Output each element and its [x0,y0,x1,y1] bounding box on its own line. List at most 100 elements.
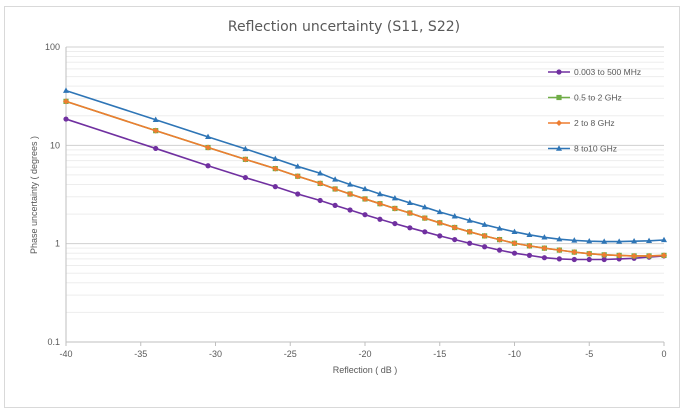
legend-label: 0.003 to 500 MHz [574,67,641,77]
data-point [272,184,278,190]
data-point [391,205,398,212]
data-point [586,237,593,244]
data-point [496,247,503,253]
data-point [205,144,212,151]
data-point [152,127,159,134]
data-point [511,240,518,247]
data-point [511,250,518,256]
x-tick-label: -15 [433,349,446,359]
legend-label: 8 to10 GHz [574,144,617,154]
data-point [482,244,488,250]
data-point [332,185,339,192]
data-point [631,252,638,259]
data-point [541,255,548,261]
data-point [616,238,623,244]
x-tick-label: 0 [661,349,666,359]
data-point [451,213,458,219]
series-line [65,89,665,243]
data-point [63,98,69,105]
data-point [631,237,638,244]
x-tick-label: -30 [209,349,222,359]
data-point [467,240,473,246]
y-axis-label: Phase uncertainty ( degrees ) [29,136,39,254]
data-point [332,176,339,182]
grid [66,46,664,343]
data-point [601,251,608,258]
data-point [242,174,248,181]
data-point [481,221,488,227]
data-point [526,242,533,249]
y-tick-label: 100 [45,42,60,52]
legend-item: 8 to10 GHz [548,144,617,154]
data-point [153,145,159,152]
data-point [571,237,578,243]
legend-marker [556,69,562,75]
data-point [63,87,69,93]
data-point [601,238,608,244]
series-3 [63,98,667,259]
data-point [541,234,548,240]
legend-item: 0.003 to 500 MHz [548,67,641,77]
data-point [661,236,667,243]
data-point [556,256,562,262]
data-point [421,203,428,210]
axes: -40 -35 -30 -25 -20 -15 -10 -5 0 0.1 1 10 100 [45,42,667,359]
legend: 0.003 to 500 MHz 0.5 to 2 GHz 2 to 8 GHz 8 … [548,67,641,154]
data-point [294,163,301,169]
data-point [407,225,413,231]
data-point [646,252,653,259]
x-tick-label: -25 [284,349,297,359]
data-point [205,163,211,169]
data-point [317,197,323,204]
legend-label: 2 to 8 GHz [574,118,615,128]
data-point [347,181,354,187]
data-point [317,170,324,176]
data-point [242,145,249,152]
data-point [391,194,398,201]
chart-title: Reflection uncertainty (S11, S22) [228,19,460,35]
x-tick-label: -20 [358,349,371,359]
y-tick-label: 10 [50,140,60,150]
data-point [406,210,413,217]
x-tick-label: -5 [585,349,593,359]
data-point [294,173,301,180]
data-point [347,190,354,197]
data-point [295,191,301,197]
data-point [437,233,443,239]
data-point [205,133,212,140]
data-point [152,116,159,122]
data-point [332,202,338,208]
y-tick-label: 0.1 [47,337,60,347]
data-point [556,247,563,254]
data-point [377,216,383,222]
data-point [63,116,69,122]
x-axis-label: Reflection ( dB ) [333,365,398,375]
data-point [541,245,548,252]
legend-marker [556,94,562,101]
data-point [466,217,473,223]
data-point [362,212,368,218]
data-point [526,252,533,258]
data-point [452,236,458,243]
data-point [362,185,368,192]
data-point [586,250,593,257]
data-point [571,249,578,256]
y-tick-label: 1 [55,239,60,249]
legend-marker [556,145,562,151]
data-point [376,190,383,197]
series-4 [63,87,667,244]
data-point [242,156,249,163]
legend-label: 0.5 to 2 GHz [574,93,622,103]
data-point [451,224,458,231]
data-point [406,199,413,206]
data-point [586,256,592,263]
data-point [496,236,503,243]
data-point [616,252,623,259]
legend-marker [556,120,562,126]
data-point [646,237,653,243]
data-point [421,215,428,222]
data-point [601,256,607,263]
data-point [526,231,533,238]
data-point [347,207,353,213]
